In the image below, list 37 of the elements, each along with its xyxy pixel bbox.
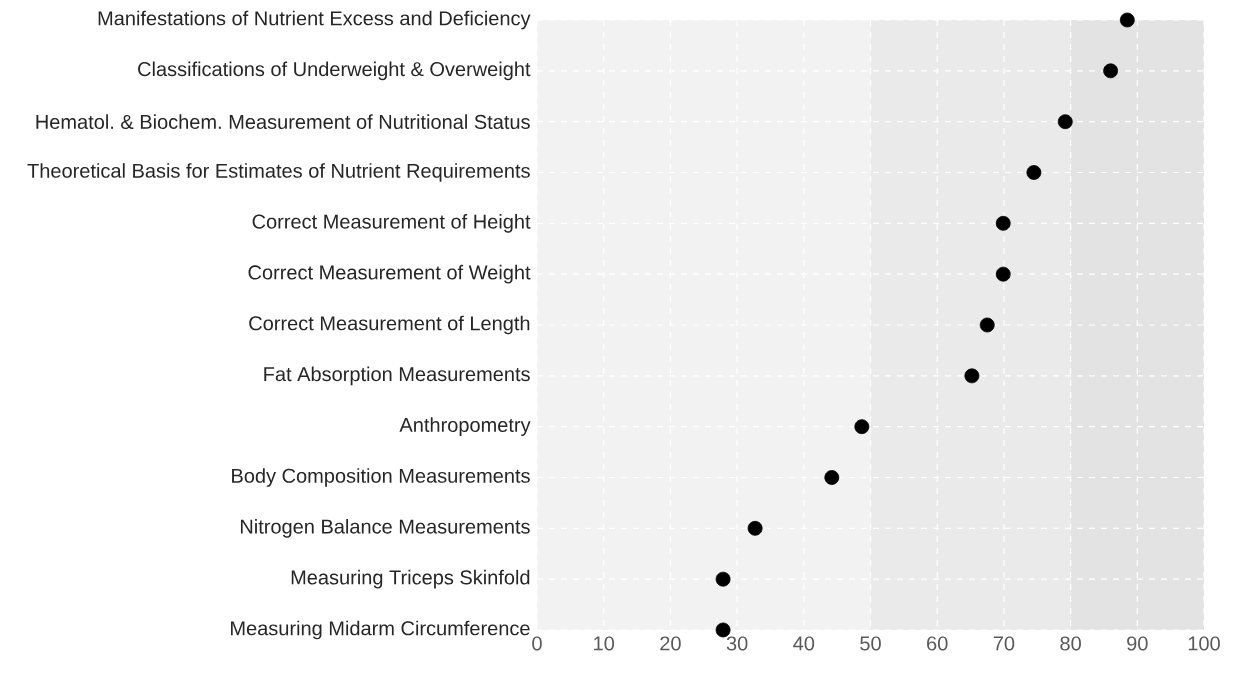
- y-tick-label: Fat Absorption Measurements: [264, 366, 530, 386]
- x-tick-label: 50: [860, 636, 881, 651]
- y-tick-label: Correct Measurement of Weight: [248, 264, 531, 284]
- point: [1119, 12, 1135, 28]
- y-tick-label: Manifestations of Nutrient Excess and Deficiency: [98, 10, 531, 30]
- point: [964, 368, 980, 384]
- x-tick-label: 10: [594, 636, 615, 651]
- x-tick-label: 20: [660, 636, 681, 651]
- y-tick-label: Correct Measurement of Height: [252, 214, 531, 233]
- y-tick-label: Nitrogen Balance Measurements: [240, 519, 530, 538]
- point: [979, 317, 995, 333]
- point: [715, 622, 731, 638]
- x-tick-label: 30: [726, 636, 748, 651]
- point: [715, 571, 731, 587]
- x-tick-label: 80: [1060, 636, 1081, 651]
- x-tick-label: 0: [532, 636, 542, 651]
- x-tick-label: 100: [1188, 636, 1220, 651]
- x-tick-label: 60: [927, 636, 948, 651]
- y-tick-label: Classifications of Underweight & Overweight: [138, 61, 531, 81]
- point: [995, 266, 1011, 282]
- y-tick-label: Theoretical Basis for Estimates of Nutrient Requirements: [27, 163, 530, 182]
- y-tick-label: Measuring Midarm Circumference: [231, 620, 530, 640]
- x-tick-label: 70: [993, 636, 1015, 651]
- x-tick-label: 40: [793, 636, 815, 651]
- y-tick-label: Hematol. & Biochem. Measurement of Nutritional Status: [36, 114, 530, 129]
- y-tick-label: Measuring Triceps Skinfold: [291, 569, 530, 589]
- point: [1103, 63, 1119, 79]
- point: [1057, 114, 1073, 130]
- point: [854, 419, 870, 435]
- y-tick-label: Correct Measurement of Length: [249, 315, 530, 335]
- point: [824, 470, 840, 485]
- point: [995, 215, 1011, 231]
- point: [747, 520, 763, 536]
- y-tick-label: Body Composition Measurements: [232, 468, 530, 487]
- x-tick-label: 90: [1127, 636, 1148, 651]
- point: [1026, 165, 1042, 180]
- y-tick-label: Anthropometry: [399, 417, 531, 436]
